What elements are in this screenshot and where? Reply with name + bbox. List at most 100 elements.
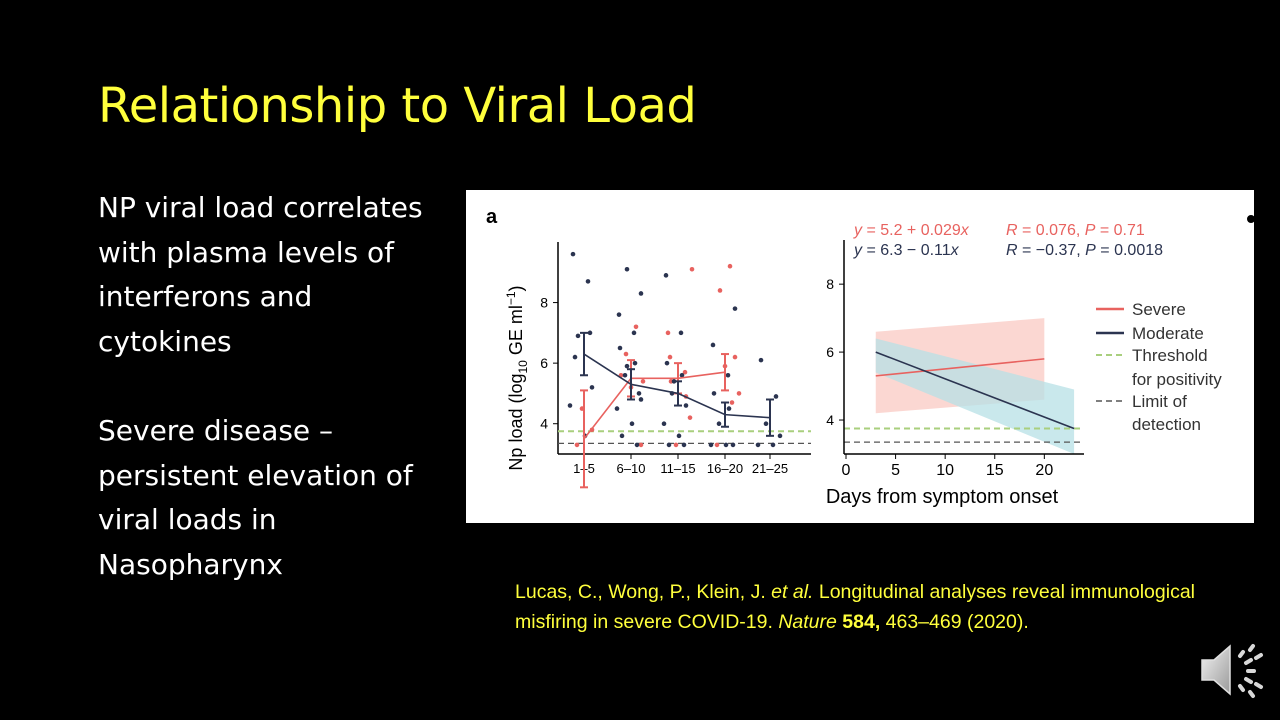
moderate-point bbox=[572, 354, 578, 360]
severe-mean-line bbox=[583, 371, 726, 440]
legend-moderate: Moderate bbox=[1132, 324, 1204, 343]
moderate-point bbox=[681, 442, 687, 448]
left-x-tick-label: 16–20 bbox=[707, 461, 743, 476]
severe-point bbox=[732, 354, 738, 360]
moderate-point bbox=[587, 330, 593, 336]
moderate-point bbox=[679, 372, 685, 378]
left-y-tick-label: 4 bbox=[540, 416, 548, 432]
moderate-point bbox=[710, 342, 716, 348]
moderate-regression-line bbox=[875, 351, 1075, 430]
severe-point bbox=[714, 442, 720, 448]
moderate-point bbox=[631, 330, 637, 336]
moderate-point bbox=[763, 421, 769, 427]
moderate-point bbox=[676, 433, 682, 439]
bullet-1-line-2: with plasma levels of bbox=[98, 235, 394, 269]
y-axis-label: Np load (log10 GE ml−1) bbox=[504, 285, 530, 470]
left-x-tick-label: 11–15 bbox=[660, 461, 695, 476]
moderate-point bbox=[638, 397, 644, 402]
moderate-point bbox=[575, 333, 581, 339]
severe-point bbox=[665, 330, 671, 336]
bullet-1-line-1: NP viral load correlates bbox=[98, 191, 423, 224]
severe-point bbox=[729, 400, 735, 405]
severe-point bbox=[727, 263, 733, 269]
right-y-tick-label: 4 bbox=[826, 412, 834, 428]
speaker-icon[interactable] bbox=[1196, 636, 1266, 706]
citation-et-al: et al. bbox=[771, 581, 814, 603]
legend-limit-line2: detection bbox=[1132, 415, 1201, 434]
panel-label: a bbox=[486, 206, 498, 228]
left-x-tick-label: 21–25 bbox=[752, 461, 788, 476]
moderate-point bbox=[624, 363, 630, 369]
moderate-point bbox=[617, 345, 623, 351]
moderate-point bbox=[711, 391, 717, 396]
bullet-1-line-4: cytokines bbox=[98, 324, 232, 358]
right-y-tick-label: 8 bbox=[826, 276, 834, 292]
right-x-tick-label: 20 bbox=[1035, 462, 1053, 479]
viral-load-figure: a Np load (log10 GE ml−1) Days from symp… bbox=[466, 190, 1254, 523]
moderate-point bbox=[664, 360, 670, 366]
right-y-tick-label: 6 bbox=[826, 344, 834, 360]
severe-regression-text: y = 5.2 + 0.029x R = 0.076, P = 0.71 bbox=[853, 222, 1145, 239]
severe-point bbox=[689, 266, 695, 272]
severe-point bbox=[640, 379, 646, 384]
moderate-point bbox=[663, 273, 669, 278]
moderate-point bbox=[616, 312, 622, 317]
bullet-2-line-3: viral loads in bbox=[98, 503, 277, 536]
moderate-regression-text: y = 6.3 − 0.11x R = −0.37, P = 0.0018 bbox=[853, 242, 1163, 259]
bullet-text: NP viral load correlates with plasma lev… bbox=[98, 186, 458, 587]
bullet-2-line-4: Nasopharynx bbox=[98, 547, 283, 581]
left-y-tick-label: 8 bbox=[540, 295, 548, 311]
bullet-1-line-3: interferons and bbox=[98, 280, 313, 313]
legend-threshold-line2: for positivity bbox=[1132, 370, 1222, 389]
severe-point bbox=[682, 369, 688, 375]
moderate-point bbox=[638, 291, 644, 296]
right-x-tick-label: 10 bbox=[936, 462, 954, 479]
severe-point bbox=[717, 288, 723, 293]
cropped-panel-marker bbox=[1247, 215, 1254, 223]
severe-regression-line bbox=[875, 358, 1045, 377]
citation-authors: Lucas, C., Wong, P., Klein, J. bbox=[515, 581, 772, 603]
slide-title: Relationship to Viral Load bbox=[98, 78, 697, 134]
left-y-tick-label: 6 bbox=[540, 355, 548, 371]
citation: Lucas, C., Wong, P., Klein, J. et al. Lo… bbox=[515, 578, 1205, 637]
moderate-point bbox=[725, 372, 731, 378]
moderate-point bbox=[629, 421, 635, 427]
severe-point bbox=[673, 442, 679, 448]
x-axis-label: Days from symptom onset bbox=[826, 486, 1059, 508]
moderate-point bbox=[585, 279, 591, 284]
citation-title: Longitudinal analyses reveal immunologic… bbox=[515, 581, 1196, 633]
moderate-point bbox=[634, 442, 640, 448]
severe-point bbox=[687, 415, 693, 420]
citation-pages: 463–469 (2020). bbox=[880, 610, 1029, 633]
moderate-point bbox=[683, 403, 689, 408]
moderate-point bbox=[723, 442, 729, 448]
moderate-point bbox=[666, 442, 672, 448]
moderate-point bbox=[619, 433, 625, 439]
moderate-point bbox=[732, 306, 738, 311]
severe-point bbox=[633, 324, 639, 330]
legend: Severe Moderate Threshold for positivity… bbox=[1096, 300, 1222, 434]
moderate-point bbox=[726, 406, 732, 411]
right-x-tick-label: 0 bbox=[842, 462, 851, 479]
moderate-point bbox=[678, 330, 684, 336]
moderate-point bbox=[570, 251, 576, 257]
legend-severe: Severe bbox=[1132, 300, 1186, 319]
right-x-tick-label: 5 bbox=[891, 462, 900, 479]
moderate-point bbox=[730, 442, 736, 448]
citation-volume: 584, bbox=[842, 610, 881, 633]
moderate-point bbox=[624, 266, 630, 272]
moderate-point bbox=[773, 394, 779, 399]
moderate-point bbox=[589, 385, 595, 390]
bullet-2-line-1: Severe disease – bbox=[98, 414, 334, 447]
left-x-tick-label: 6–10 bbox=[617, 461, 646, 476]
severe-point bbox=[623, 351, 629, 357]
moderate-point bbox=[716, 421, 722, 427]
moderate-confidence-band bbox=[875, 338, 1075, 454]
moderate-point bbox=[661, 421, 667, 427]
moderate-point bbox=[567, 403, 573, 408]
moderate-point bbox=[636, 391, 642, 396]
right-x-tick-label: 15 bbox=[986, 462, 1004, 479]
moderate-point bbox=[622, 372, 628, 378]
legend-limit-line1: Limit of bbox=[1132, 392, 1187, 411]
